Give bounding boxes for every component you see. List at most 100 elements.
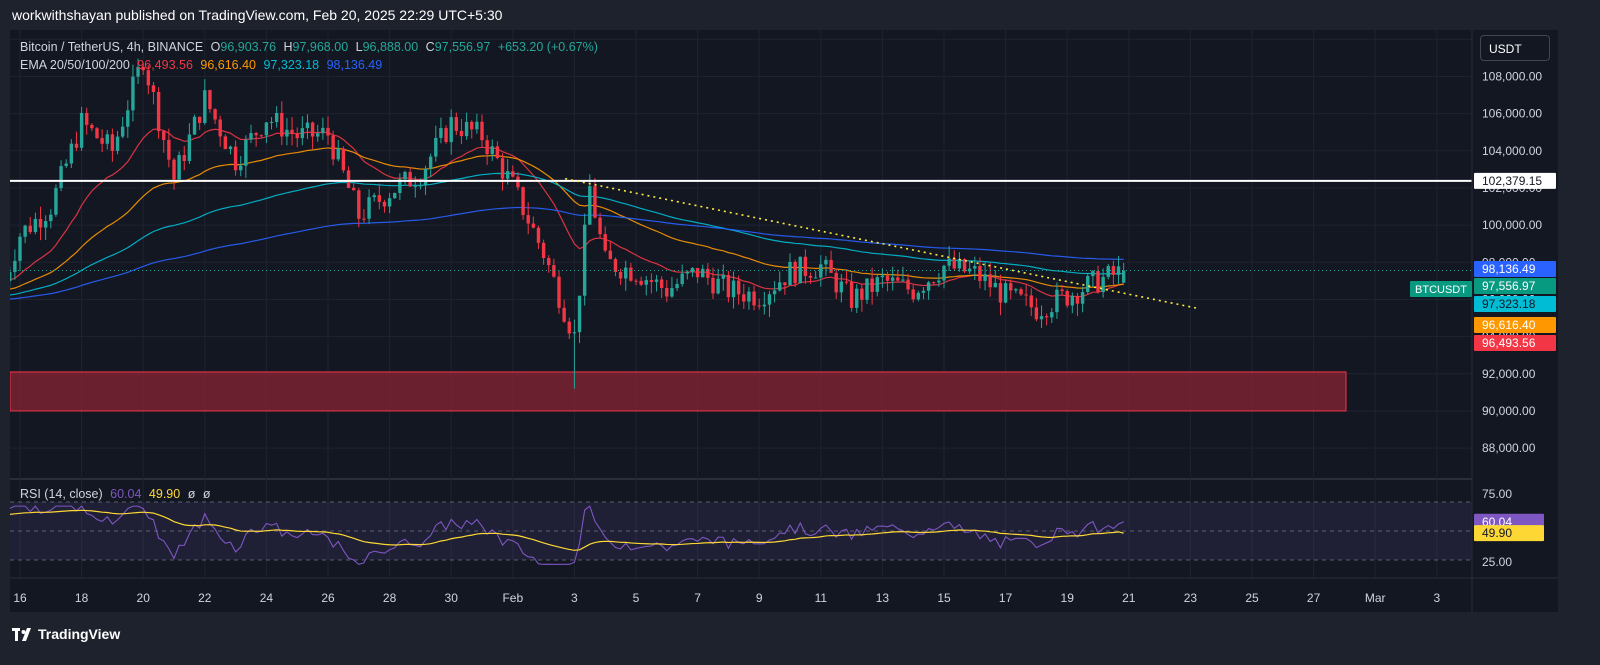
candle-body bbox=[100, 138, 104, 144]
candle-body bbox=[788, 261, 792, 286]
tradingview-logo[interactable]: TradingView bbox=[12, 626, 120, 642]
rsi-ma-tag: 49.90 bbox=[1482, 526, 1512, 540]
candle-body bbox=[13, 260, 17, 273]
candle-body bbox=[577, 295, 582, 333]
candle-body bbox=[1003, 283, 1008, 303]
ticker-tag: BTCUSDT bbox=[1415, 284, 1467, 296]
candle-body bbox=[208, 90, 212, 110]
candle-body bbox=[772, 290, 777, 295]
ema100-line bbox=[10, 172, 1124, 296]
candle-body bbox=[711, 277, 715, 294]
x-tick-label: 9 bbox=[756, 591, 763, 605]
candle-body bbox=[64, 163, 68, 167]
open-label: O bbox=[210, 40, 221, 54]
candle-body bbox=[1029, 295, 1033, 308]
candle-body bbox=[367, 197, 371, 219]
axis-layer: 110,000.00108,000.00106,000.00104,000.00… bbox=[10, 30, 1558, 612]
candle-body bbox=[1024, 294, 1028, 296]
support-zone-layer bbox=[10, 371, 1347, 412]
candle-body bbox=[244, 139, 248, 166]
candle-body bbox=[162, 131, 166, 140]
candle-body bbox=[393, 192, 397, 199]
rsi-line bbox=[10, 505, 1124, 565]
symbol-legend[interactable]: Bitcoin / TetherUS, 4h, BINANCE O96,903.… bbox=[20, 40, 602, 54]
ema50-value: 96,616.40 bbox=[200, 58, 256, 72]
candle-body bbox=[731, 280, 736, 298]
candle-body bbox=[865, 278, 869, 300]
ema-label: EMA 20/50/100/200 bbox=[20, 58, 130, 72]
candle-body bbox=[69, 143, 74, 164]
chart-area[interactable]: 110,000.00108,000.00106,000.00104,000.00… bbox=[10, 30, 1558, 612]
rsi-layer bbox=[10, 501, 1472, 565]
candle-body bbox=[932, 282, 936, 284]
candle-body bbox=[490, 146, 494, 155]
candle-body bbox=[464, 121, 469, 137]
candle-body bbox=[249, 133, 253, 140]
candle-body bbox=[480, 121, 484, 141]
candle-body bbox=[341, 148, 346, 171]
candle-body bbox=[1086, 276, 1090, 293]
candle-body bbox=[757, 305, 761, 307]
currency-unit-button[interactable]: USDT bbox=[1480, 35, 1550, 61]
candle-body bbox=[475, 121, 479, 130]
candle-body bbox=[228, 146, 233, 150]
x-tick-label: 24 bbox=[260, 591, 274, 605]
candle-body bbox=[377, 195, 382, 202]
candle-body bbox=[706, 268, 710, 278]
x-tick-label: Feb bbox=[502, 591, 523, 605]
candle-body bbox=[988, 274, 992, 288]
candle-body bbox=[593, 186, 597, 218]
candle-body bbox=[413, 185, 417, 187]
x-tick-label: 3 bbox=[571, 591, 578, 605]
candle-body bbox=[778, 282, 782, 291]
x-tick-label: 15 bbox=[937, 591, 951, 605]
candle-body bbox=[942, 265, 946, 281]
candle-body bbox=[172, 159, 176, 180]
y-tick-label: 108,000.00 bbox=[1482, 69, 1542, 83]
y-tick-label: 90,000.00 bbox=[1482, 404, 1536, 418]
candle-body bbox=[454, 117, 459, 131]
candle-body bbox=[747, 291, 751, 302]
candle-body bbox=[1101, 276, 1105, 293]
candle-body bbox=[444, 128, 448, 143]
candle-body bbox=[336, 148, 340, 160]
candle-body bbox=[310, 122, 315, 137]
candle-body bbox=[644, 280, 648, 285]
rsi-legend[interactable]: RSI (14, close) 60.04 49.90 ø ø bbox=[20, 487, 214, 501]
candle-body bbox=[567, 321, 571, 334]
candle-body bbox=[28, 225, 32, 233]
overlay-layer bbox=[10, 177, 1472, 310]
x-tick-label: 19 bbox=[1061, 591, 1075, 605]
x-tick-label: 7 bbox=[694, 591, 701, 605]
candle-body bbox=[834, 272, 838, 293]
candle-body bbox=[1096, 271, 1100, 293]
candle-body bbox=[177, 155, 181, 180]
ema-legend[interactable]: EMA 20/50/100/200 96,493.56 96,616.40 97… bbox=[20, 58, 386, 72]
candle-body bbox=[967, 268, 972, 272]
candle-body bbox=[120, 126, 125, 137]
candle-body bbox=[649, 280, 654, 282]
x-tick-label: Mar bbox=[1365, 591, 1386, 605]
candle-body bbox=[680, 273, 684, 285]
price-tag-bg bbox=[1474, 317, 1556, 333]
price-chart[interactable]: 110,000.00108,000.00106,000.00104,000.00… bbox=[10, 30, 1558, 612]
candle-body bbox=[38, 218, 43, 228]
candle-body bbox=[675, 284, 679, 289]
candle-body bbox=[598, 217, 602, 235]
candle-body bbox=[1060, 289, 1064, 292]
candle-body bbox=[716, 278, 720, 294]
candle-body bbox=[321, 127, 325, 134]
candle-body bbox=[151, 85, 156, 92]
candle-body bbox=[808, 275, 813, 278]
candle-body bbox=[1019, 289, 1023, 295]
candle-body bbox=[541, 242, 546, 258]
open-value: 96,903.76 bbox=[220, 40, 277, 54]
candle-body bbox=[901, 279, 905, 281]
x-tick-label: 5 bbox=[633, 591, 640, 605]
candle-body bbox=[998, 282, 1003, 303]
price-tag-bg bbox=[1474, 278, 1556, 294]
candle-body bbox=[962, 259, 967, 272]
candle-body bbox=[459, 130, 464, 137]
candle-body bbox=[685, 271, 690, 274]
candle-body bbox=[849, 281, 854, 308]
